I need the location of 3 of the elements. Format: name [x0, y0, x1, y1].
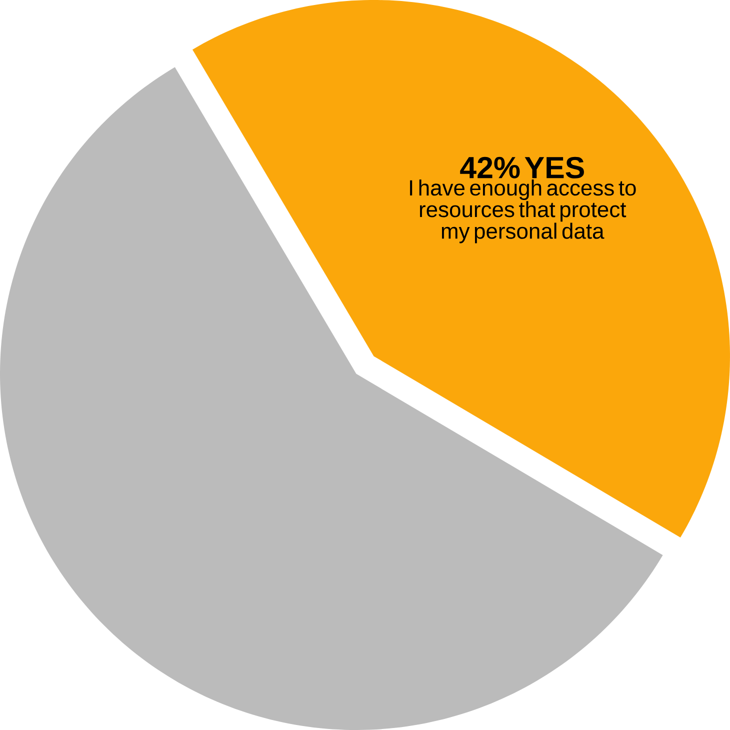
text: I have enough access to resources that protect my personal data — [410, 180, 636, 244]
slice-label: YES — [524, 156, 584, 178]
data-label: 42% — [460, 156, 520, 178]
